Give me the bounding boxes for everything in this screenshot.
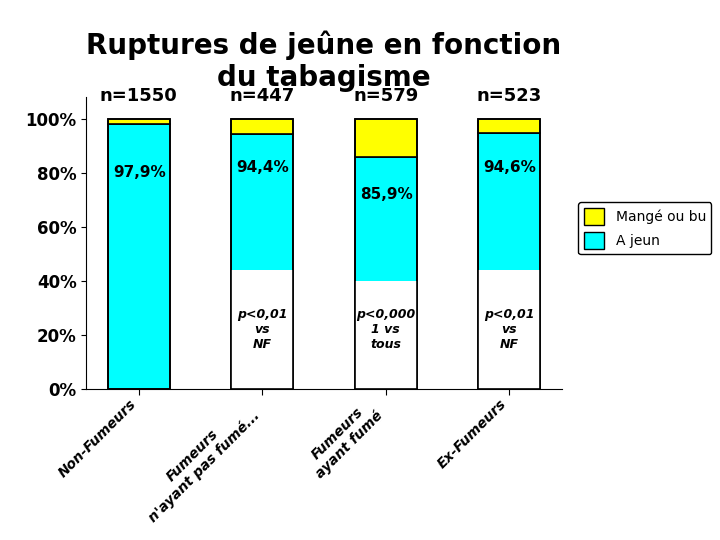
- Text: n=579: n=579: [353, 87, 418, 105]
- Text: n=1550: n=1550: [100, 87, 178, 105]
- Text: p<0,01
vs
NF: p<0,01 vs NF: [237, 308, 287, 351]
- Title: Ruptures de jeûne en fonction
du tabagisme: Ruptures de jeûne en fonction du tabagis…: [86, 30, 562, 92]
- Text: p<0,01
vs
NF: p<0,01 vs NF: [484, 308, 534, 351]
- Bar: [355, 281, 417, 389]
- Bar: [231, 134, 293, 389]
- Bar: [478, 119, 540, 133]
- Text: Fumeurs
n'ayant pas fumé...: Fumeurs n'ayant pas fumé...: [134, 397, 262, 525]
- Text: 94,4%: 94,4%: [236, 160, 289, 175]
- Text: Non-Fumeurs: Non-Fumeurs: [55, 397, 139, 480]
- Text: 85,9%: 85,9%: [360, 187, 413, 202]
- Text: p<0,000
1 vs
tous: p<0,000 1 vs tous: [356, 308, 415, 351]
- Text: n=447: n=447: [230, 87, 295, 105]
- Bar: [231, 119, 293, 134]
- Bar: [231, 119, 293, 389]
- Bar: [231, 270, 293, 389]
- Bar: [108, 119, 170, 125]
- Bar: [355, 157, 417, 389]
- Bar: [355, 119, 417, 389]
- Bar: [108, 119, 170, 389]
- Text: n=523: n=523: [477, 87, 541, 105]
- Bar: [108, 125, 170, 389]
- Bar: [355, 119, 417, 157]
- Text: Ex-Fumeurs: Ex-Fumeurs: [435, 397, 509, 471]
- Bar: [478, 270, 540, 389]
- Text: Fumeurs
ayant fumé: Fumeurs ayant fumé: [302, 397, 386, 481]
- Text: 94,6%: 94,6%: [483, 160, 536, 175]
- Bar: [478, 119, 540, 389]
- Text: 97,9%: 97,9%: [113, 165, 166, 180]
- Legend: Mangé ou bu, A jeun: Mangé ou bu, A jeun: [578, 202, 711, 254]
- Bar: [478, 133, 540, 389]
